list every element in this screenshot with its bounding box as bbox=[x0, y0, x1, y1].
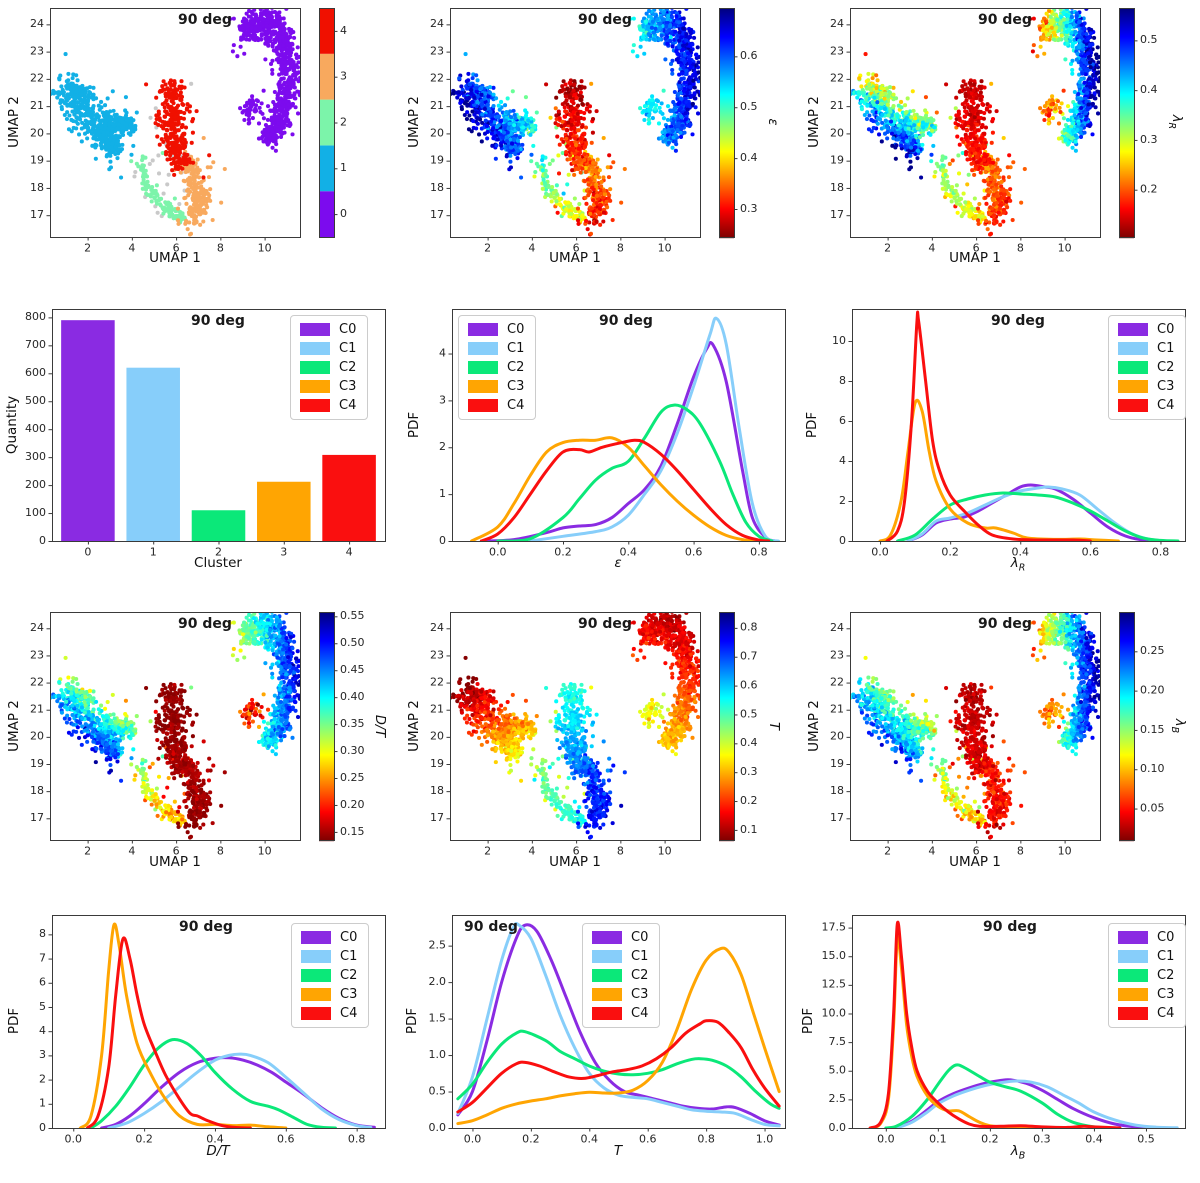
subplot-pdf-epsilon: 90 deg ε PDF C0 C1 C2 C3 C4 bbox=[400, 295, 800, 590]
subplot-umap-by-cluster: 90 deg UMAP 1 UMAP 2 bbox=[0, 0, 400, 295]
plot-canvas bbox=[0, 0, 400, 295]
subplot-umap-by-t: 90 deg UMAP 1 UMAP 2 T bbox=[400, 590, 800, 885]
subplot-umap-by-dt: 90 deg UMAP 1 UMAP 2 D/T bbox=[0, 590, 400, 885]
plot-canvas bbox=[0, 885, 400, 1183]
plot-canvas bbox=[800, 885, 1200, 1183]
subplot-cluster-quantity-bar: 90 deg Cluster Quantity C0 C1 C2 C3 C4 bbox=[0, 295, 400, 590]
subplot-pdf-dt: 90 deg D/T PDF C0 C1 C2 C3 C4 bbox=[0, 885, 400, 1183]
plot-canvas bbox=[0, 590, 400, 885]
plot-canvas bbox=[800, 0, 1200, 295]
plot-canvas bbox=[800, 295, 1200, 590]
plot-canvas bbox=[400, 590, 800, 885]
plot-canvas bbox=[800, 590, 1200, 885]
plot-canvas bbox=[400, 0, 800, 295]
subplot-pdf-lambda-b: 90 deg λB PDF C0 C1 C2 C3 C4 bbox=[800, 885, 1200, 1183]
plot-canvas bbox=[0, 295, 400, 590]
subplot-umap-by-lambda-b: 90 deg UMAP 1 UMAP 2 λB bbox=[800, 590, 1200, 885]
plot-canvas bbox=[400, 295, 800, 590]
plot-canvas bbox=[400, 885, 800, 1183]
subplot-pdf-t: 90 deg T PDF C0 C1 C2 C3 C4 bbox=[400, 885, 800, 1183]
subplot-umap-by-epsilon: 90 deg UMAP 1 UMAP 2 ε bbox=[400, 0, 800, 295]
subplot-umap-by-lambda-r: 90 deg UMAP 1 UMAP 2 λR bbox=[800, 0, 1200, 295]
subplot-pdf-lambda-r: 90 deg λR PDF C0 C1 C2 C3 C4 bbox=[800, 295, 1200, 590]
